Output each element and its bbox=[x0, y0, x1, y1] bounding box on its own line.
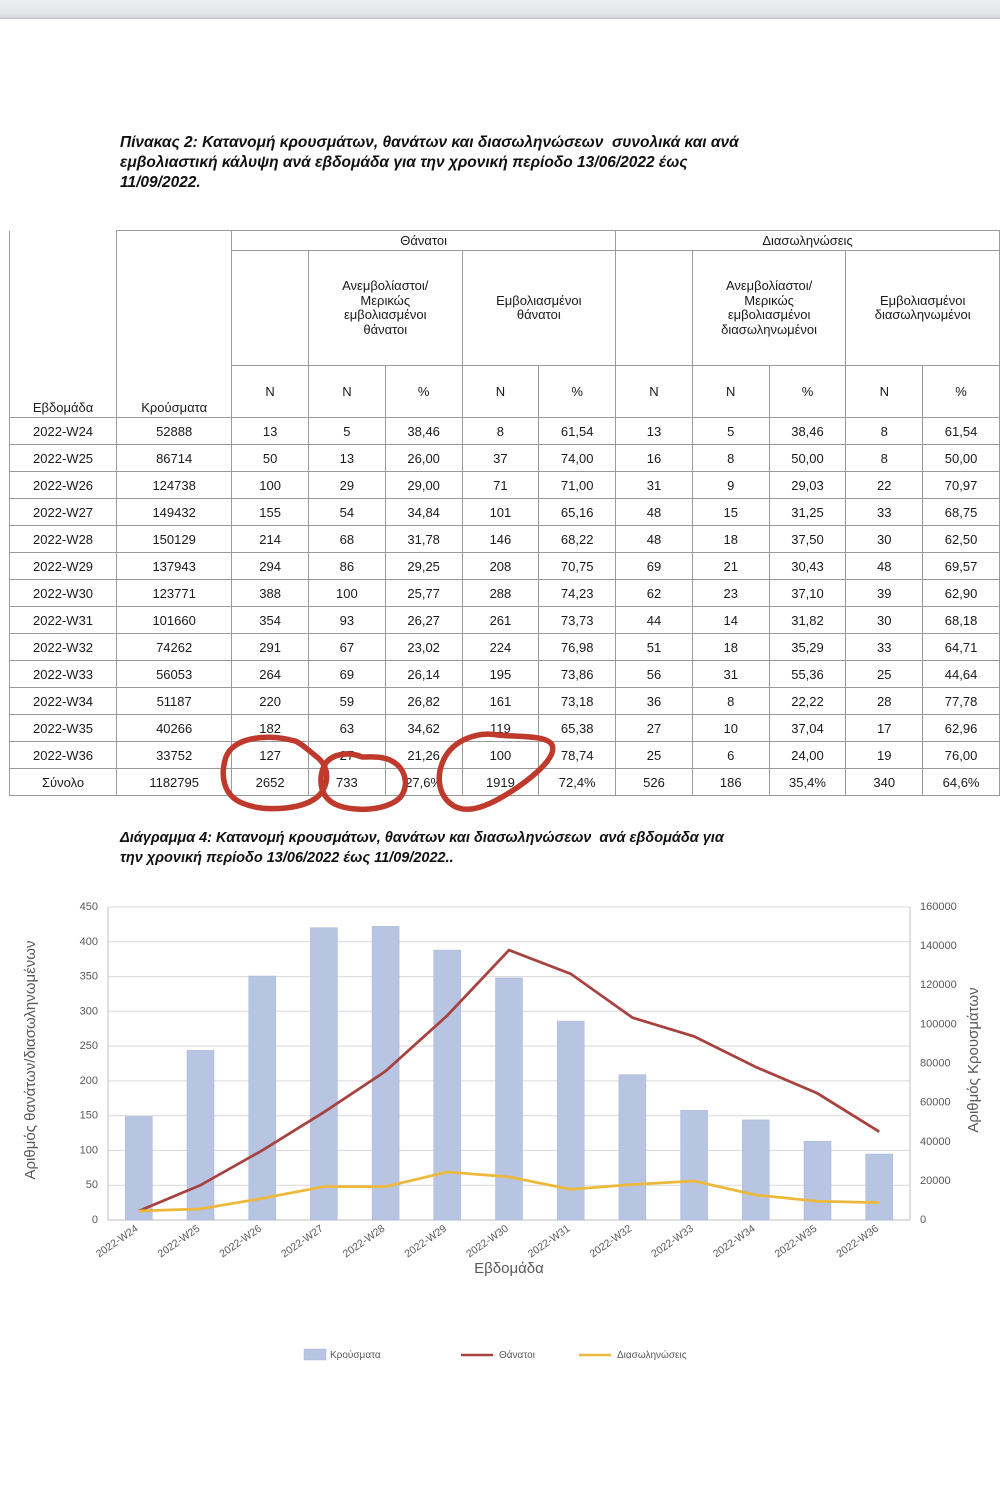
svg-text:350: 350 bbox=[80, 971, 98, 983]
svg-text:160000: 160000 bbox=[920, 901, 957, 913]
svg-text:Εβδομάδα: Εβδομάδα bbox=[474, 1260, 544, 1277]
svg-text:2022-W31: 2022-W31 bbox=[526, 1223, 573, 1261]
svg-text:2022-W28: 2022-W28 bbox=[341, 1223, 388, 1261]
svg-text:100000: 100000 bbox=[920, 1018, 957, 1030]
svg-text:120000: 120000 bbox=[920, 979, 957, 991]
svg-text:2022-W34: 2022-W34 bbox=[711, 1223, 758, 1261]
svg-text:80000: 80000 bbox=[920, 1058, 951, 1070]
svg-text:50: 50 bbox=[86, 1179, 98, 1191]
svg-text:Αριθμός θανάτων/διασωληνωμένων: Αριθμός θανάτων/διασωληνωμένων bbox=[22, 940, 39, 1179]
svg-text:400: 400 bbox=[80, 936, 98, 948]
svg-text:Κρούσματα: Κρούσματα bbox=[330, 1349, 381, 1361]
svg-text:250: 250 bbox=[80, 1040, 98, 1052]
svg-text:450: 450 bbox=[80, 901, 98, 913]
svg-text:2022-W35: 2022-W35 bbox=[773, 1223, 820, 1261]
svg-text:2022-W30: 2022-W30 bbox=[464, 1223, 511, 1261]
svg-text:Αριθμός Κρουσμάτων: Αριθμός Κρουσμάτων bbox=[965, 987, 982, 1132]
svg-text:20000: 20000 bbox=[920, 1175, 951, 1187]
svg-text:40000: 40000 bbox=[920, 1136, 951, 1148]
svg-text:300: 300 bbox=[80, 1005, 98, 1017]
svg-text:2022-W27: 2022-W27 bbox=[279, 1223, 326, 1261]
svg-text:2022-W26: 2022-W26 bbox=[217, 1223, 264, 1261]
svg-text:0: 0 bbox=[920, 1214, 926, 1226]
svg-text:Θάνατοι: Θάνατοι bbox=[499, 1349, 535, 1361]
svg-text:2022-W24: 2022-W24 bbox=[94, 1223, 141, 1261]
svg-text:150: 150 bbox=[80, 1110, 98, 1122]
svg-text:0: 0 bbox=[92, 1214, 98, 1226]
svg-text:2022-W36: 2022-W36 bbox=[834, 1223, 881, 1261]
svg-text:2022-W29: 2022-W29 bbox=[402, 1223, 449, 1261]
svg-text:2022-W25: 2022-W25 bbox=[156, 1223, 203, 1261]
svg-text:60000: 60000 bbox=[920, 1097, 951, 1109]
svg-text:100: 100 bbox=[80, 1144, 98, 1156]
svg-text:140000: 140000 bbox=[920, 940, 957, 952]
svg-text:2022-W33: 2022-W33 bbox=[649, 1223, 696, 1261]
svg-text:2022-W32: 2022-W32 bbox=[588, 1223, 635, 1261]
svg-text:Διασωληνώσεις: Διασωληνώσεις bbox=[617, 1349, 687, 1361]
svg-text:200: 200 bbox=[80, 1075, 98, 1087]
